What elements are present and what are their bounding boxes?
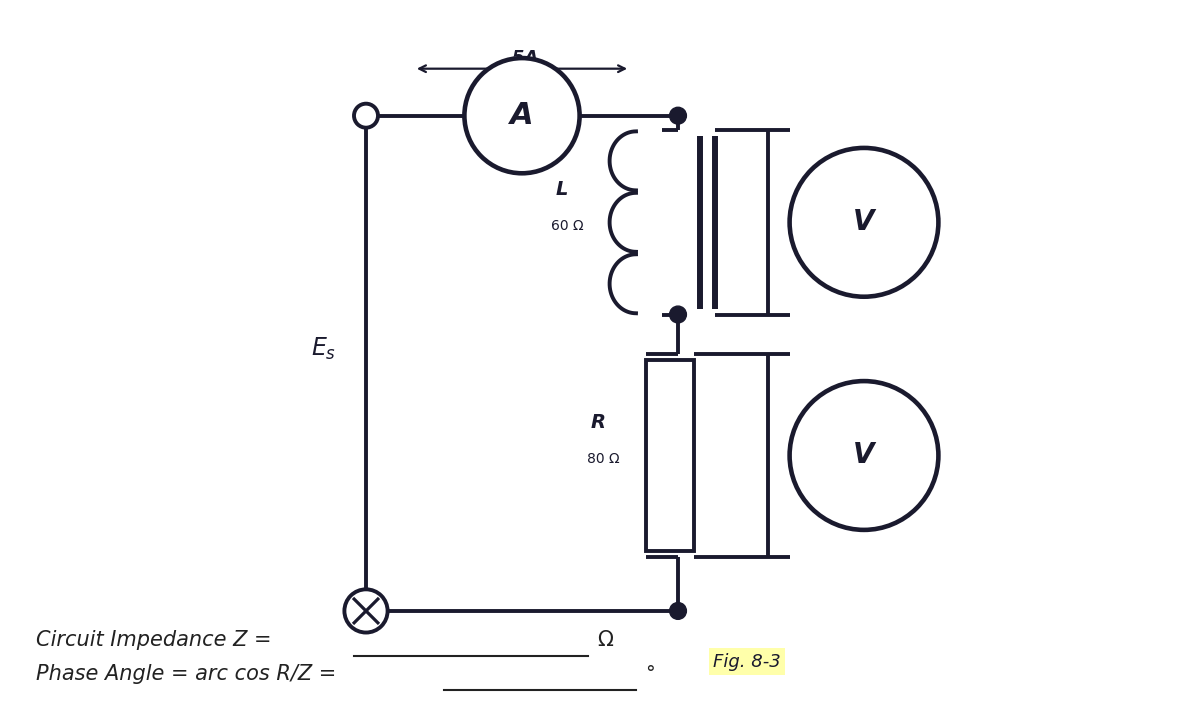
Text: A: A: [510, 101, 534, 130]
Ellipse shape: [344, 589, 388, 633]
Text: V: V: [853, 442, 875, 469]
Text: Fig. 8-3: Fig. 8-3: [713, 653, 781, 670]
Ellipse shape: [790, 148, 938, 296]
Text: Phase Angle = arc cos R/Z =: Phase Angle = arc cos R/Z =: [36, 664, 343, 684]
Bar: [646, 360, 694, 551]
Text: °: °: [646, 664, 655, 683]
Text: R: R: [590, 414, 605, 432]
Ellipse shape: [354, 103, 378, 128]
Text: Ω: Ω: [598, 630, 613, 650]
Ellipse shape: [670, 107, 686, 124]
Text: Circuit Impedance Z =: Circuit Impedance Z =: [36, 630, 278, 650]
Text: 60 Ω: 60 Ω: [551, 219, 584, 233]
Ellipse shape: [670, 602, 686, 620]
Text: 80 Ω: 80 Ω: [587, 452, 620, 466]
Text: $E_s$: $E_s$: [311, 335, 336, 362]
Text: L: L: [556, 180, 568, 200]
Text: V: V: [853, 208, 875, 236]
Ellipse shape: [670, 306, 686, 323]
Text: .5A: .5A: [505, 48, 539, 67]
Ellipse shape: [464, 58, 580, 174]
Ellipse shape: [790, 381, 938, 530]
